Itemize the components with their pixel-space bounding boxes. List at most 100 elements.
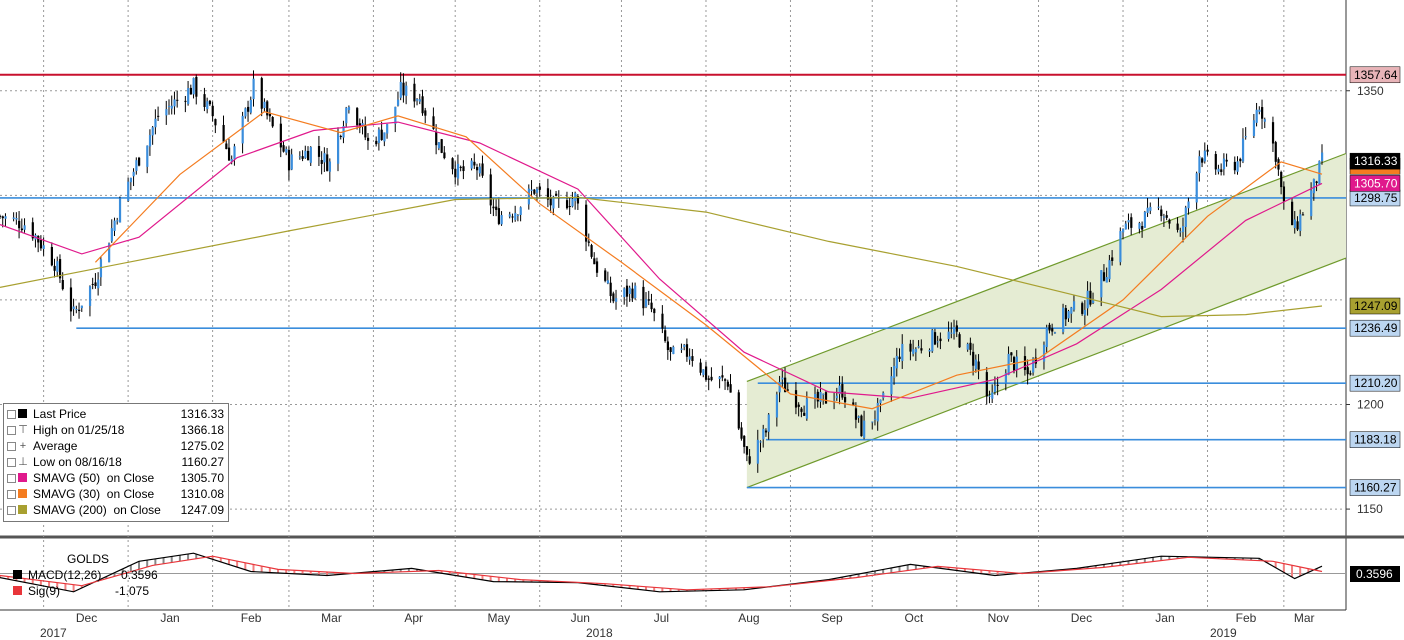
candle-body — [72, 306, 75, 310]
x-tick-label: Jul — [654, 611, 669, 625]
candle-body — [1201, 158, 1204, 163]
candle-body — [50, 247, 53, 266]
candle-body — [167, 105, 171, 107]
candle-body — [116, 220, 119, 222]
candle-body — [492, 206, 495, 209]
candle-body — [94, 282, 97, 287]
candle-body — [538, 186, 541, 190]
candle-body — [642, 286, 645, 309]
candle-body — [691, 356, 694, 361]
candle-body — [230, 159, 233, 162]
price-tag-1247.09-text: 1247.09 — [1354, 299, 1398, 313]
candle-body — [1051, 328, 1054, 332]
candle-body — [0, 215, 2, 217]
candle-body — [195, 76, 198, 97]
legend-toggle-icon[interactable] — [7, 426, 16, 435]
candle-body — [745, 446, 749, 455]
candle-body — [1321, 152, 1324, 162]
level-tag-1183.18: 1183.18 — [1349, 431, 1401, 448]
candle-body — [740, 427, 743, 439]
series-line-smavg200 — [0, 196, 1323, 318]
candle-body — [565, 200, 569, 209]
candle-body — [775, 394, 779, 418]
price-tag-1305.70-text: 1305.70 — [1354, 176, 1398, 190]
macd-legend: GOLDS MACD(12,26) 0.3596 Sig(9) -1.075 — [3, 543, 173, 605]
candle-body — [876, 402, 879, 422]
candle-body — [421, 96, 424, 114]
x-tick-label: Dec — [76, 611, 97, 625]
candle-body — [80, 305, 83, 309]
x-tick-label: Feb — [241, 611, 262, 625]
legend-toggle-icon[interactable] — [7, 458, 16, 467]
candle-body — [841, 384, 844, 398]
candle-body — [852, 402, 855, 406]
candle-body — [227, 147, 231, 161]
high-marker-icon: ⊤ — [18, 424, 28, 436]
candle-body — [833, 400, 836, 402]
candle-body — [824, 392, 828, 404]
legend-toggle-icon[interactable] — [7, 410, 16, 419]
candle-body — [356, 108, 359, 126]
candle-body — [1293, 219, 1296, 229]
candle-body — [1168, 219, 1171, 224]
legend-value: 1316.33 — [180, 407, 224, 421]
candle-body — [1195, 173, 1198, 203]
candle-body — [702, 369, 705, 375]
candle-body — [326, 154, 329, 171]
candle-body — [546, 188, 550, 200]
x-year-label: 2018 — [586, 626, 613, 640]
candle-body — [42, 245, 45, 249]
level-tag-1298.75-text: 1298.75 — [1354, 191, 1398, 205]
candle-body — [909, 343, 912, 352]
candle-body — [1312, 178, 1316, 194]
candle-body — [118, 198, 122, 223]
candle-body — [4, 216, 7, 219]
candle-body — [473, 161, 476, 166]
candle-body — [931, 330, 934, 352]
candle-body — [1315, 181, 1318, 183]
candle-body — [933, 332, 937, 345]
candle-body — [854, 408, 858, 420]
x-tick-label: Dec — [1071, 611, 1092, 625]
candle-body — [249, 99, 252, 113]
legend-toggle-icon[interactable] — [7, 474, 16, 483]
candle-body — [893, 365, 896, 378]
candle-body — [1203, 150, 1206, 162]
candle-body — [1252, 120, 1256, 137]
candle-body — [1310, 190, 1313, 217]
candle-body — [1225, 159, 1228, 162]
candle-body — [214, 119, 217, 126]
candle-body — [958, 334, 961, 348]
candle-body — [912, 349, 915, 354]
candle-body — [165, 109, 168, 116]
candle-body — [61, 280, 64, 290]
candle-body — [661, 313, 664, 329]
candle-body — [863, 420, 866, 438]
candle-body — [814, 393, 817, 400]
smavg200-swatch-icon — [18, 505, 27, 514]
candle-body — [148, 134, 152, 147]
candle-body — [1045, 327, 1048, 348]
candle-body — [625, 285, 629, 297]
candle-body — [478, 166, 481, 174]
candle-body — [1143, 211, 1147, 228]
x-tick-label: Mar — [321, 611, 342, 625]
candle-body — [535, 188, 539, 193]
y-tick-label: 1150 — [1357, 502, 1383, 516]
legend-toggle-icon[interactable] — [7, 506, 16, 515]
level-tag-1298.75: 1298.75 — [1349, 189, 1401, 207]
candle-body — [399, 81, 402, 98]
legend-toggle-icon[interactable] — [7, 490, 16, 499]
candle-body — [953, 327, 956, 334]
level-tag-1183.18-text: 1183.18 — [1354, 433, 1397, 447]
candle-body — [993, 385, 997, 393]
candles-group — [0, 70, 1324, 473]
legend-toggle-icon[interactable] — [7, 442, 16, 451]
candle-body — [1318, 160, 1321, 185]
series-line-smavg50 — [0, 121, 1323, 399]
candle-body — [816, 391, 819, 402]
x-tick-label: Sep — [821, 611, 843, 625]
legend-label: Last Price — [33, 407, 87, 421]
level-tag-1210.20-box — [1349, 374, 1401, 392]
candle-body — [37, 235, 40, 243]
